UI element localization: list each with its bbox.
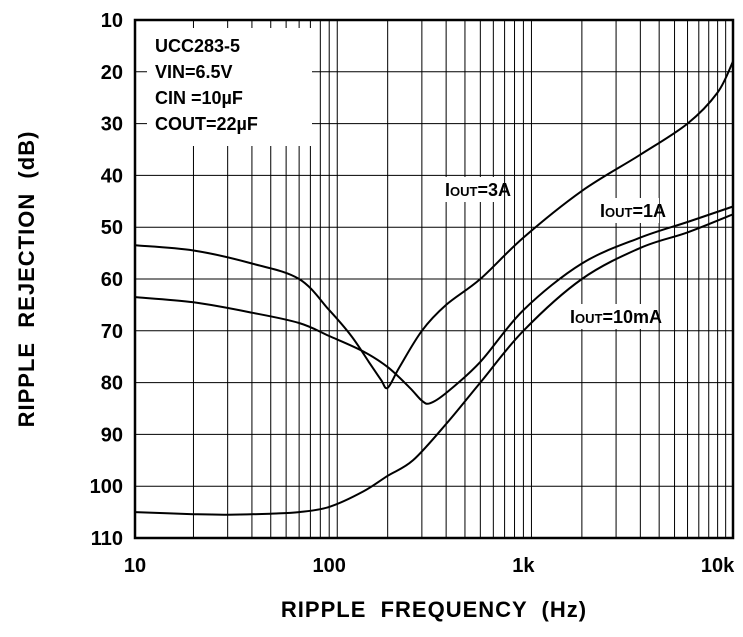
y-tick-label: 40 [101, 165, 123, 187]
series-label-background [442, 177, 504, 202]
series-labels: IOUT=3A IOUT=1A IOUT=10mA [442, 177, 666, 329]
series-line [134, 213, 734, 516]
series-label: IOUT=10mA [570, 307, 662, 327]
x-axis-title: RIPPLE FREQUENCY (Hz) [281, 597, 587, 622]
conditions-background [147, 28, 312, 146]
curves [134, 60, 734, 516]
plot-frame [133, 18, 735, 540]
condition-line: VIN=6.5V [155, 62, 233, 82]
series-label-background [597, 198, 659, 223]
x-tick-labels: 10 100 1k 10k [124, 555, 735, 577]
condition-line: COUT=22µF [155, 114, 258, 134]
y-tick-label: 90 [101, 424, 123, 446]
x-tick-label: 1k [512, 555, 535, 577]
y-tick-label: 50 [101, 217, 123, 239]
series-label-background [567, 304, 653, 329]
y-tick-label: 10 [101, 10, 123, 32]
y-tick-label: 20 [101, 62, 123, 84]
y-tick-label: 70 [101, 321, 123, 343]
y-tick-label: 30 [101, 114, 123, 136]
y-axis-title: RIPPLE REJECTION (dB) [14, 131, 39, 428]
y-tick-labels: 10 20 30 40 50 60 70 80 90 100 110 [90, 10, 123, 550]
y-tick-label: 80 [101, 373, 123, 395]
x-tick-label: 10k [701, 555, 735, 577]
series-line [134, 205, 734, 405]
x-tick-label: 10 [124, 555, 146, 577]
y-tick-label: 60 [101, 269, 123, 291]
y-tick-label: 110 [91, 528, 123, 550]
y-tick-label: 100 [90, 476, 123, 498]
condition-line: CIN =10µF [155, 88, 243, 108]
x-tick-label: 100 [313, 555, 346, 577]
series-label: IOUT=1A [600, 201, 666, 221]
series-label: IOUT=3A [445, 180, 511, 200]
conditions-box: UCC283-5 VIN=6.5V CIN =10µF COUT=22µF [147, 28, 312, 146]
series-line [134, 60, 734, 390]
condition-line: UCC283-5 [155, 36, 240, 56]
